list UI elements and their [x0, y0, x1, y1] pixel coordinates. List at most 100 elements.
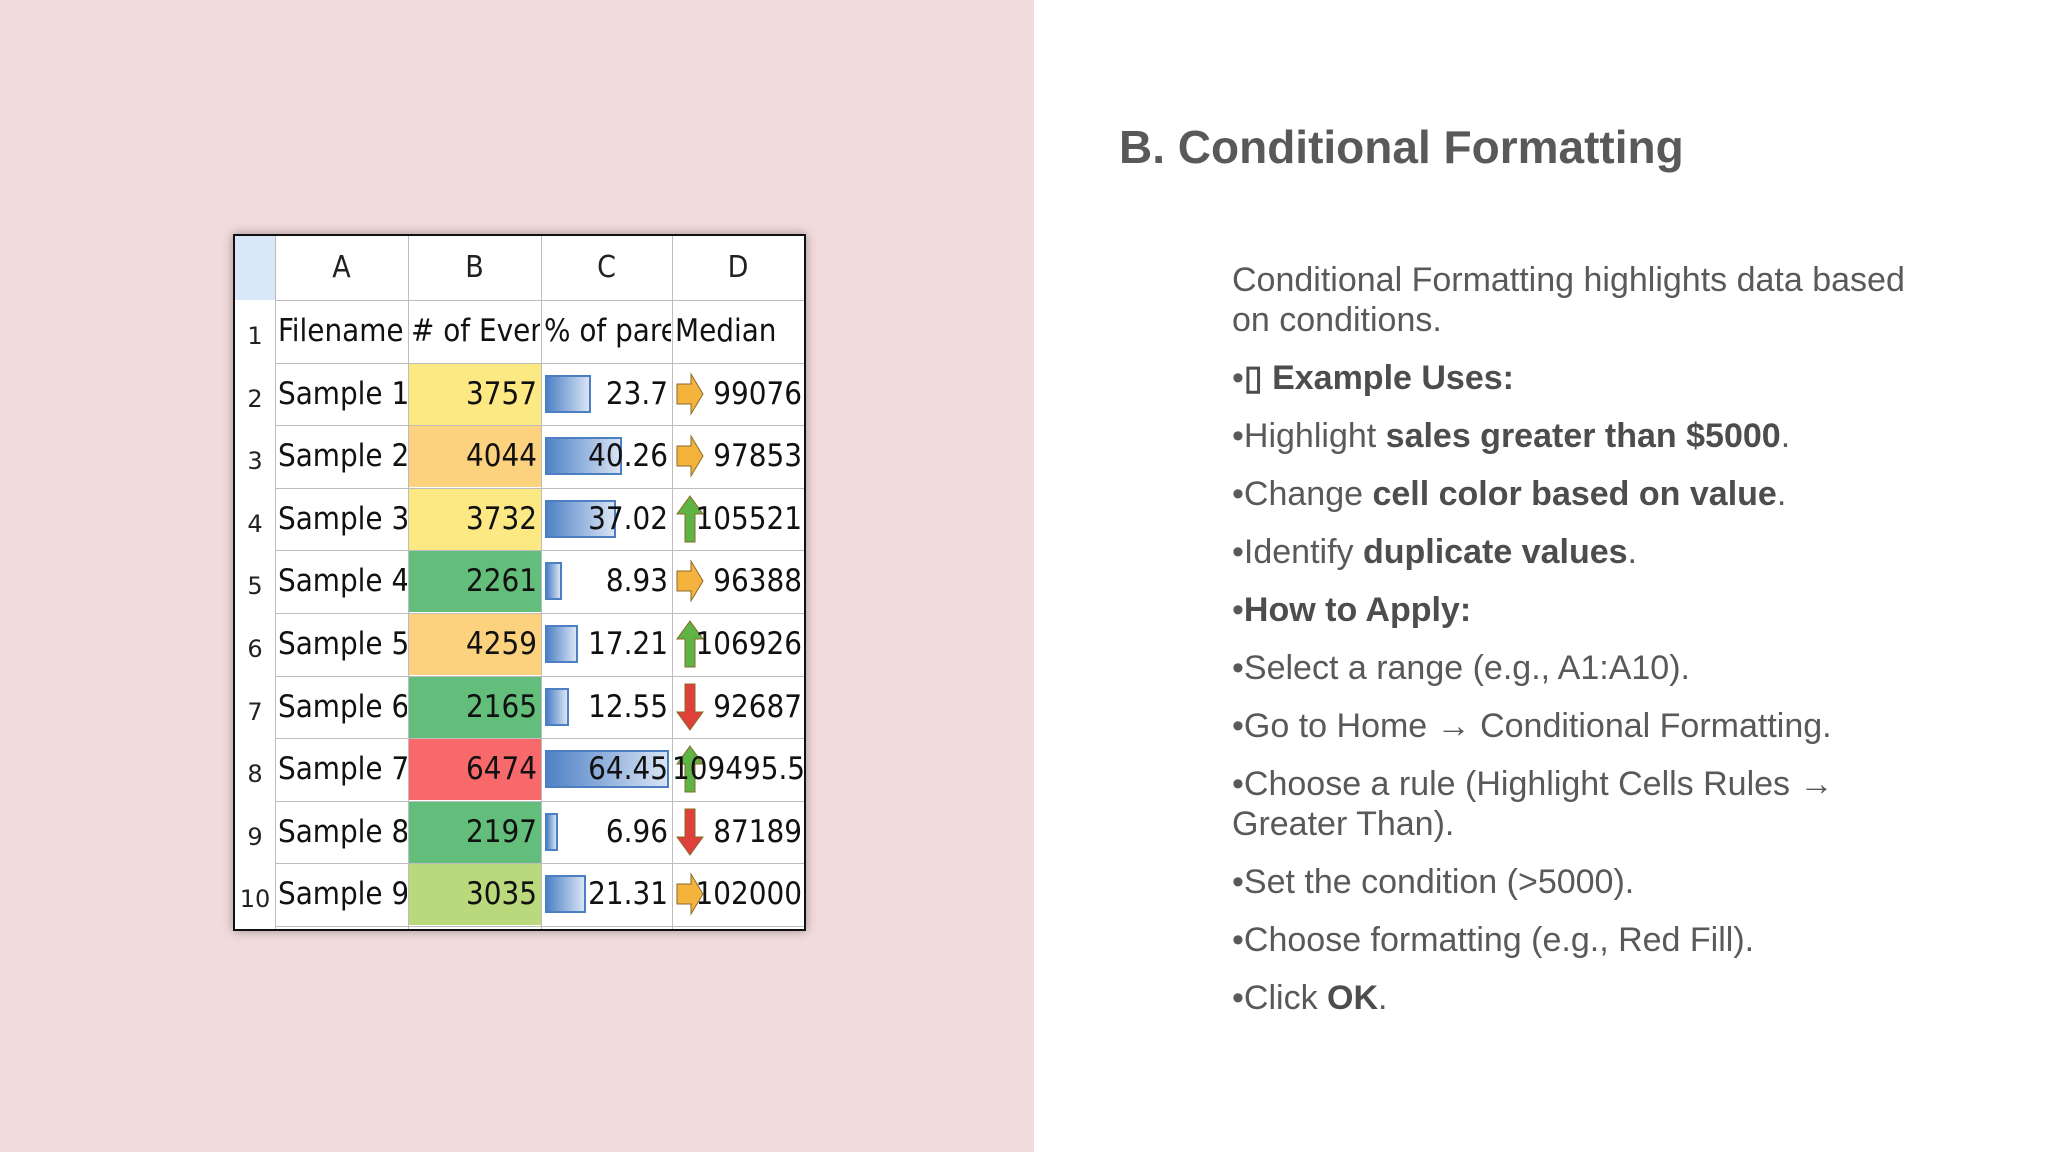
bullet-glyph: • — [1232, 765, 1244, 803]
events-cell: 4259 — [408, 613, 541, 675]
filename-cell: Sample 7 — [278, 751, 407, 788]
percent-cell: 8.93 — [605, 563, 668, 600]
placeholder-glyph-icon: ▯ — [1243, 359, 1263, 397]
events-cell: 4044 — [408, 425, 541, 488]
filename-cell: Sample 1 — [278, 375, 407, 412]
percent-cell: 12.55 — [588, 688, 668, 725]
filename-cell: Sample 5 — [278, 626, 407, 662]
spreadsheet-grid: A B C D 1 2 3 4 5 6 7 8 9 10 Filename# of Events% of p… — [235, 236, 804, 929]
header-cell: # of Events — [411, 313, 540, 349]
step-item: •Select a range (e.g., A1:A10). — [1232, 648, 1932, 688]
data-bar — [545, 875, 586, 914]
column-letter: D — [727, 250, 749, 285]
row-number: 4 — [247, 509, 263, 538]
row-number: 3 — [247, 447, 263, 476]
bullet-glyph: • — [1232, 921, 1244, 959]
bullet-glyph: • — [1232, 359, 1244, 397]
bullet-item: •Identify duplicate values. — [1232, 532, 1932, 572]
bullet-bold-text: cell color based on value — [1372, 475, 1777, 513]
bullet-item: •Change cell color based on value. — [1232, 474, 1932, 514]
trend-up-arrow-icon — [676, 745, 704, 793]
median-cell: 97853 — [713, 438, 802, 475]
bullet-text: Identify — [1243, 533, 1363, 571]
bullet-text: Highlight — [1243, 417, 1386, 455]
step-item: •Set the condition (>5000). — [1232, 862, 1932, 902]
row-gridline — [275, 487, 804, 489]
bullet-glyph: • — [1232, 649, 1244, 687]
data-bar — [545, 374, 591, 413]
trend-down-arrow-icon — [676, 683, 704, 731]
step-bold-text: OK — [1327, 979, 1379, 1017]
median-cell: 87189 — [713, 813, 802, 850]
data-bar — [545, 437, 623, 476]
trend-down-arrow-icon — [676, 808, 704, 856]
percent-cell: 37.02 — [588, 500, 668, 537]
bullet-bold-text: sales greater than $5000 — [1385, 417, 1781, 455]
trend-right-arrow-icon — [676, 559, 704, 604]
row-gridline — [275, 738, 804, 740]
row-number: 2 — [247, 384, 263, 413]
step-text: . — [1378, 979, 1388, 1017]
row-gridline — [275, 362, 804, 364]
column-gridline — [672, 236, 673, 929]
percent-cell: 23.7 — [605, 375, 668, 412]
bullet-item: •Highlight sales greater than $5000. — [1232, 416, 1932, 456]
bullet-text: Change — [1243, 475, 1373, 513]
filename-cell: Sample 8 — [278, 813, 407, 850]
row-number: 1 — [247, 322, 263, 350]
filename-cell: Sample 3 — [278, 500, 407, 537]
example-uses-label: Example Uses: — [1272, 359, 1514, 397]
header-cell: % of parent — [544, 313, 671, 349]
data-bar — [545, 750, 669, 789]
median-cell: 105521 — [695, 500, 802, 537]
bullet-glyph: • — [1232, 707, 1244, 745]
step-item: •Go to Home → Conditional Formatting. — [1232, 706, 1932, 746]
column-letter: B — [465, 250, 484, 285]
trend-right-arrow-icon — [676, 434, 704, 478]
column-letter: A — [332, 250, 351, 285]
how-to-apply-heading: •How to Apply: — [1232, 590, 1932, 630]
filename-cell: Sample 9 — [278, 876, 407, 913]
events-cell: 2165 — [408, 675, 541, 738]
row-number: 9 — [247, 822, 263, 851]
example-uses-heading: •▯ Example Uses: — [1232, 358, 1932, 398]
bullet-glyph: • — [1232, 533, 1244, 571]
step-item: •Choose a rule (Highlight Cells Rules → … — [1232, 764, 1932, 844]
row-gridline — [275, 800, 804, 802]
left-panel: A B C D 1 2 3 4 5 6 7 8 9 10 Filename# of Events% of p… — [0, 0, 1034, 1152]
data-bar — [545, 687, 570, 726]
median-cell: 109495.5 — [672, 751, 804, 788]
row-gridline — [275, 425, 804, 427]
bullet-text: . — [1776, 475, 1787, 513]
column-gridline — [275, 236, 276, 929]
events-cell: 2261 — [408, 550, 541, 613]
row-gridline — [275, 550, 804, 552]
column-gridline — [408, 236, 409, 929]
events-cell: 3757 — [408, 362, 541, 425]
step-text: Select a range (e.g., A1:A10). — [1243, 649, 1690, 687]
percent-cell: 6.96 — [605, 813, 668, 850]
bullet-glyph: • — [1232, 979, 1244, 1017]
slide-title: B. Conditional Formatting — [1119, 121, 1684, 173]
filename-cell: Sample 6 — [278, 688, 407, 725]
bullet-glyph: • — [1232, 591, 1244, 629]
header-cell: Median — [675, 313, 777, 349]
bullet-glyph: • — [1232, 417, 1244, 455]
bullet-glyph: • — [1232, 863, 1244, 901]
row-gridline — [275, 675, 804, 677]
column-letter: C — [597, 250, 616, 285]
events-cell: 2197 — [408, 800, 541, 863]
data-bar — [545, 812, 559, 851]
events-cell: 3035 — [408, 863, 541, 926]
row-number: 6 — [247, 635, 263, 663]
filename-cell: Sample 2 — [278, 438, 407, 475]
trend-right-arrow-icon — [676, 872, 704, 917]
step-item: •Click OK. — [1232, 978, 1932, 1018]
filename-cell: Sample 4 — [278, 563, 407, 600]
data-bar — [545, 562, 563, 601]
percent-cell: 17.21 — [588, 626, 668, 662]
step-text: Choose a rule (Highlight Cells Rules → G… — [1232, 765, 1834, 843]
percent-cell: 21.31 — [588, 876, 668, 913]
bullet-text: . — [1780, 417, 1791, 455]
median-cell: 99076 — [713, 375, 802, 412]
